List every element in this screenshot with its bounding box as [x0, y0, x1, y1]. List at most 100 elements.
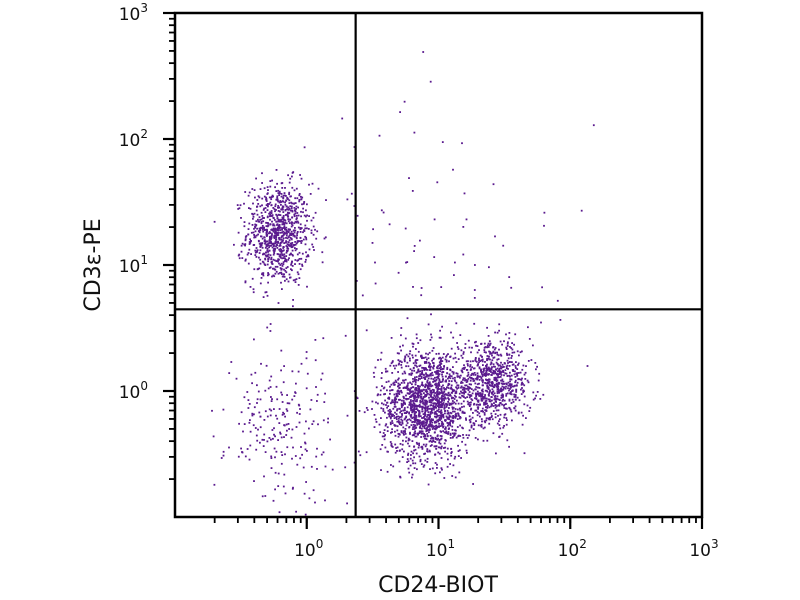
- data-point: [288, 208, 291, 210]
- data-point: [283, 255, 286, 258]
- data-point: [265, 225, 268, 227]
- data-point: [458, 407, 461, 410]
- data-point: [506, 439, 509, 442]
- data-point: [283, 225, 286, 227]
- data-point: [263, 226, 265, 229]
- data-point: [277, 227, 280, 230]
- data-point: [456, 375, 459, 378]
- data-point: [380, 377, 383, 379]
- data-point: [410, 395, 413, 397]
- data-point: [461, 406, 463, 408]
- data-point: [409, 431, 411, 434]
- data-point: [488, 355, 490, 358]
- data-point: [427, 429, 430, 431]
- data-point: [283, 222, 285, 225]
- data-point: [382, 403, 385, 406]
- data-point: [400, 424, 403, 426]
- data-point: [301, 252, 304, 255]
- data-point: [498, 418, 501, 421]
- data-point: [249, 419, 251, 421]
- data-point: [459, 435, 462, 437]
- data-point: [488, 344, 491, 347]
- data-point: [413, 428, 416, 430]
- data-point: [388, 396, 390, 399]
- data-point: [524, 371, 527, 374]
- data-point: [406, 388, 409, 391]
- data-point: [287, 212, 290, 215]
- data-point: [476, 411, 479, 413]
- data-point: [299, 236, 302, 239]
- data-point: [441, 413, 444, 416]
- data-point: [476, 376, 479, 378]
- data-point: [400, 389, 402, 392]
- data-point: [303, 432, 306, 435]
- data-point: [470, 351, 472, 354]
- data-point: [419, 419, 421, 422]
- data-point: [280, 236, 283, 239]
- data-point: [316, 468, 318, 470]
- data-point: [253, 235, 256, 237]
- data-point: [262, 220, 265, 223]
- data-point: [270, 215, 273, 217]
- data-point: [417, 350, 420, 353]
- data-point: [435, 386, 437, 389]
- data-point: [429, 389, 432, 392]
- data-point: [285, 260, 288, 263]
- data-point: [301, 196, 304, 199]
- data-point: [305, 481, 307, 483]
- data-point: [460, 385, 463, 388]
- data-point: [279, 200, 282, 202]
- data-point: [446, 394, 448, 396]
- data-point: [475, 344, 477, 347]
- data-point: [263, 229, 266, 231]
- data-point: [439, 442, 442, 445]
- data-point: [291, 370, 294, 373]
- data-point: [420, 294, 423, 297]
- data-point: [280, 193, 283, 195]
- data-point: [390, 337, 393, 339]
- data-point: [447, 412, 450, 415]
- data-point: [401, 456, 404, 458]
- data-point: [453, 401, 456, 404]
- data-point: [483, 349, 486, 351]
- data-point: [267, 260, 269, 263]
- data-point: [365, 407, 368, 409]
- data-point: [486, 387, 489, 389]
- data-point: [293, 189, 296, 192]
- data-point: [423, 402, 425, 404]
- data-point: [255, 247, 258, 249]
- data-point: [448, 416, 451, 419]
- data-point: [410, 424, 413, 426]
- data-point: [291, 260, 293, 263]
- data-point: [482, 374, 484, 377]
- data-point: [321, 261, 324, 264]
- data-point: [520, 393, 523, 395]
- data-point: [443, 431, 446, 434]
- data-point: [293, 222, 296, 225]
- data-point: [257, 268, 259, 270]
- data-point: [302, 211, 304, 214]
- data-point: [391, 414, 393, 417]
- data-point: [279, 219, 281, 222]
- data-point: [431, 371, 434, 374]
- data-point: [440, 385, 443, 388]
- data-point: [281, 223, 284, 226]
- data-point: [394, 401, 397, 404]
- data-point: [379, 389, 382, 392]
- data-point: [462, 400, 465, 403]
- data-point: [468, 394, 471, 396]
- data-point: [270, 236, 273, 239]
- data-point: [424, 410, 427, 413]
- data-point: [427, 382, 430, 385]
- data-point: [276, 247, 279, 249]
- data-point: [488, 400, 491, 403]
- data-point: [424, 421, 427, 424]
- data-point: [296, 197, 299, 200]
- data-point: [438, 446, 441, 449]
- data-point: [463, 388, 466, 391]
- data-point: [420, 287, 423, 289]
- data-point: [452, 168, 454, 171]
- data-point: [393, 399, 396, 402]
- data-point: [500, 354, 503, 357]
- data-point: [433, 364, 435, 367]
